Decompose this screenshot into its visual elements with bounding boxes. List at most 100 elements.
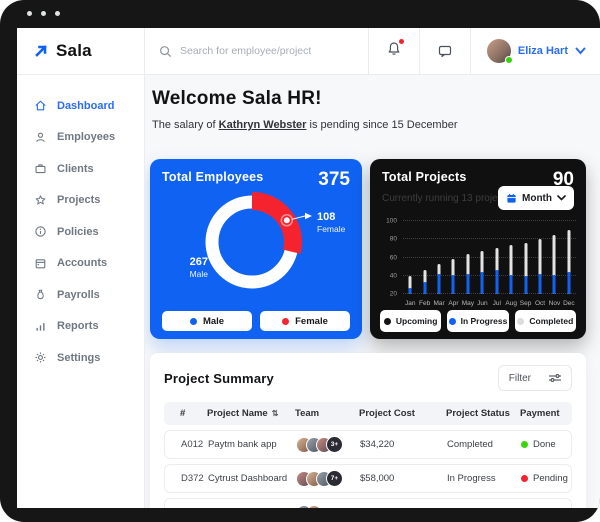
sidebar-item-settings[interactable]: Settings	[17, 342, 144, 374]
x-tick-label: Jul	[492, 300, 501, 307]
bar-inprogress	[538, 273, 542, 294]
notifications-button[interactable]	[367, 28, 419, 74]
x-tick-label: Oct	[534, 300, 546, 307]
bar-group[interactable]	[490, 221, 504, 294]
gear-icon	[35, 352, 46, 363]
legend-label: In Progress	[460, 316, 508, 326]
sidebar-item-policies[interactable]: Policies	[17, 216, 144, 248]
chevron-down-icon	[557, 195, 566, 201]
legend-male-button[interactable]: Male	[162, 311, 252, 331]
row-team	[291, 504, 355, 508]
y-axis: 20 40 60 80 100	[382, 218, 400, 298]
user-avatar	[486, 39, 513, 64]
bar-slots	[403, 221, 576, 294]
x-tick-label: Aug	[505, 300, 517, 307]
legend-label: Completed	[529, 316, 574, 326]
x-tick-label: Feb	[419, 300, 431, 307]
barchart-icon	[36, 322, 45, 331]
col-project-name[interactable]: Project Name ⇅	[207, 408, 279, 419]
bar-group[interactable]	[403, 221, 417, 294]
x-tick-label: Nov	[548, 300, 561, 307]
bar-inprogress	[495, 270, 499, 294]
row-payment: Pending	[516, 473, 571, 484]
bar-group[interactable]	[562, 221, 576, 294]
logo[interactable]: Sala	[17, 28, 145, 74]
employee-link[interactable]: Kathryn Webster	[218, 119, 307, 131]
donut-marker-dot	[283, 217, 290, 224]
bar-group[interactable]	[475, 221, 489, 294]
period-selector[interactable]: Month	[498, 186, 574, 210]
topbar: Sala	[17, 28, 600, 75]
bar-inprogress	[524, 275, 528, 294]
messages-button[interactable]	[418, 28, 470, 74]
sidebar-item-dashboard[interactable]: Dashboard	[17, 90, 144, 122]
male-callout-label: Male	[190, 269, 209, 279]
legend-inprogress-button[interactable]: In Progress	[447, 310, 509, 332]
bar-group[interactable]	[547, 221, 561, 294]
row-project-name: Amazon website	[203, 507, 291, 508]
sidebar-item-projects[interactable]: Projects	[17, 185, 144, 217]
bar-group[interactable]	[504, 221, 518, 294]
sidebar-item-reports[interactable]: Reports	[17, 311, 144, 343]
bar-group[interactable]	[518, 221, 532, 294]
legend-completed-button[interactable]: Completed	[514, 310, 576, 332]
row-cost: $5,000	[355, 507, 442, 508]
bar-group[interactable]	[432, 221, 446, 294]
bar-upcoming	[552, 234, 556, 294]
row-team: 3+	[291, 436, 355, 453]
table-row[interactable]: Z931 Amazon website $5,000 Completed Don…	[164, 498, 572, 508]
project-summary-card: Project Summary Filter # Project Name	[150, 353, 586, 508]
chevron-down-icon	[575, 47, 586, 55]
projects-total: 90	[552, 169, 574, 190]
team-avatar	[306, 504, 322, 508]
main-content: Welcome Sala HR! The salary of Kathryn W…	[145, 75, 600, 508]
welcome-subtitle: The salary of Kathryn Webster is pending…	[152, 119, 600, 131]
row-payment: Done	[516, 507, 571, 508]
legend-upcoming-button[interactable]: Upcoming	[380, 310, 442, 332]
bar-group[interactable]	[533, 221, 547, 294]
sidebar-item-payrolls[interactable]: Payrolls	[17, 279, 144, 311]
total-employees-card: Total Employees 375 108 Female	[150, 159, 362, 339]
calendar-icon	[507, 193, 516, 203]
welcome-prefix: The salary of	[152, 119, 219, 131]
donut-female-arc	[251, 192, 302, 254]
bar-group[interactable]	[446, 221, 460, 294]
user-menu[interactable]: Eliza Hart	[469, 28, 600, 74]
team-count-badge: 3+	[326, 436, 343, 453]
col-team[interactable]: Team	[295, 408, 320, 419]
y-tick-label: 20	[389, 290, 397, 298]
bar-group[interactable]	[461, 221, 475, 294]
bar-inprogress	[509, 274, 513, 294]
employees-card-title: Total Employees	[162, 170, 264, 184]
row-cost: $58,000	[360, 473, 395, 484]
legend-female-button[interactable]: Female	[260, 311, 350, 331]
filter-button[interactable]: Filter	[497, 365, 572, 391]
search-bar[interactable]	[145, 28, 368, 74]
chat-icon	[438, 45, 451, 58]
window-controls[interactable]	[27, 11, 60, 16]
row-id: D372	[181, 473, 204, 484]
sidebar-item-accounts[interactable]: Accounts	[17, 248, 144, 280]
bar-group[interactable]	[417, 221, 431, 294]
bar-inprogress	[480, 272, 484, 294]
table-row[interactable]: A012 Paytm bank app 3+ $34,220 Completed…	[164, 430, 572, 459]
sidebar-item-employees[interactable]: Employees	[17, 122, 144, 154]
row-status: Completed	[447, 439, 493, 450]
table-row[interactable]: D372 Cytrust Dashboard 7+ $58,000 In Pro…	[164, 464, 572, 493]
col-payment[interactable]: Payment	[520, 408, 560, 419]
x-tick-label: Sep	[519, 300, 532, 307]
sort-icon[interactable]: ⇅	[271, 409, 279, 418]
y-tick-label: 60	[389, 254, 397, 261]
col-project-cost[interactable]: Project Cost	[359, 408, 415, 419]
col-project-status[interactable]: Project Status	[446, 408, 510, 419]
bar-inprogress	[451, 274, 455, 294]
x-tick-label: Dec	[563, 300, 575, 307]
home-icon	[35, 100, 46, 111]
sidebar-label: Employees	[57, 131, 116, 144]
sidebar: Dashboard Employees Clients	[17, 75, 145, 508]
search-input[interactable]	[180, 45, 360, 57]
sidebar-item-clients[interactable]: Clients	[17, 153, 144, 185]
male-dot	[189, 317, 197, 325]
x-axis: Jan Feb Mar Apr May Jun Jul Aug Sep Oct Nov Dec	[403, 300, 576, 307]
col-id[interactable]: #	[180, 408, 186, 419]
